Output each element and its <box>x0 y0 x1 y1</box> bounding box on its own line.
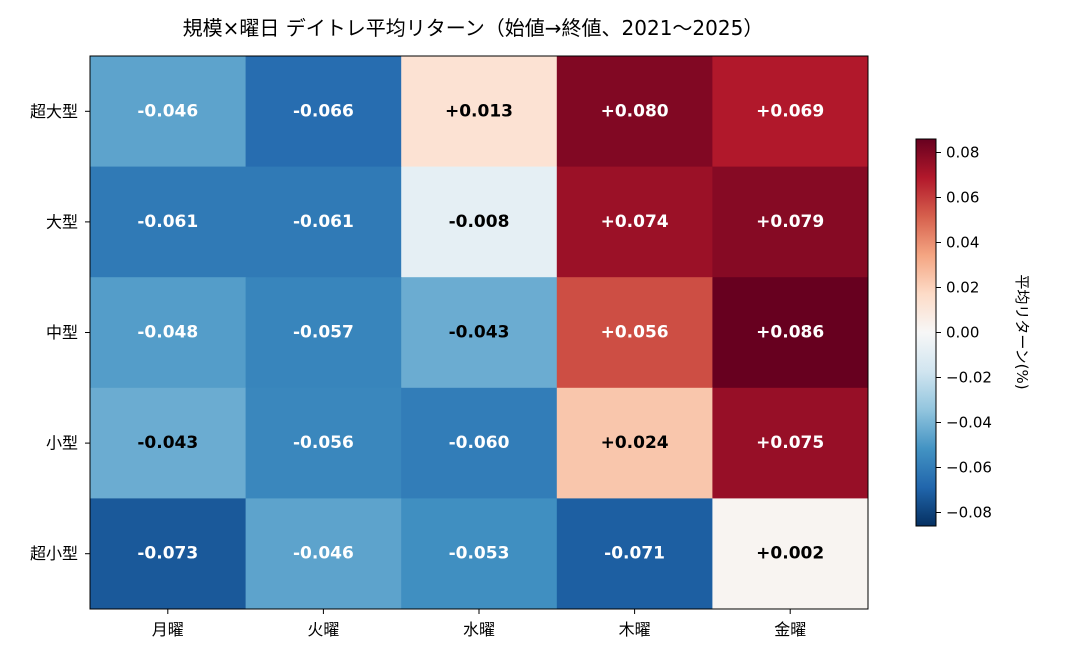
colorbar-tick-label: −0.04 <box>946 414 992 432</box>
y-tick-label: 超小型 <box>30 544 78 563</box>
colorbar-tick-label: −0.06 <box>946 459 992 477</box>
colorbar-tick-label: 0.04 <box>946 234 979 252</box>
cell-value-label: -0.057 <box>293 323 354 343</box>
cell-value-label: -0.043 <box>449 323 510 343</box>
cell-value-label: +0.069 <box>756 101 824 121</box>
cell-value-label: -0.060 <box>449 433 510 453</box>
heatmap-cell <box>245 387 402 499</box>
cell-value-label: +0.013 <box>445 101 513 121</box>
cell-value-label: -0.066 <box>293 101 354 121</box>
cell-value-label: +0.056 <box>601 323 669 343</box>
x-tick-label: 月曜 <box>152 620 184 639</box>
cell-value-label: +0.086 <box>756 323 824 343</box>
heatmap-cell <box>245 166 402 278</box>
colorbar-tick-label: 0.08 <box>946 144 979 162</box>
heatmap-cell <box>712 277 869 389</box>
cell-value-label: -0.046 <box>137 101 198 121</box>
cell-value-label: +0.074 <box>601 212 669 232</box>
cell-value-label: +0.002 <box>756 544 824 564</box>
cell-value-label: +0.075 <box>756 433 824 453</box>
cell-value-label: -0.046 <box>293 544 354 564</box>
cell-value-label: -0.043 <box>137 433 198 453</box>
cell-value-label: -0.053 <box>449 544 510 564</box>
heatmap-cell <box>245 56 402 168</box>
heatmap-cell <box>90 56 247 168</box>
heatmap-cells <box>90 56 869 610</box>
heatmap-cell <box>712 387 869 499</box>
colorbar <box>915 138 937 527</box>
y-tick-label: 超大型 <box>30 102 78 121</box>
cell-value-label: -0.008 <box>449 212 510 232</box>
cell-value-label: -0.061 <box>293 212 354 232</box>
x-tick-label: 火曜 <box>307 620 339 639</box>
heatmap-cell <box>556 56 713 168</box>
heatmap-cell <box>401 387 558 499</box>
colorbar-tick-label: 0.06 <box>946 189 979 207</box>
heatmap-cell <box>712 166 869 278</box>
cell-value-label: -0.048 <box>137 323 198 343</box>
heatmap-cell <box>90 498 247 610</box>
y-tick-label: 小型 <box>46 434 78 453</box>
heatmap-cell <box>245 277 402 389</box>
cell-value-label: -0.073 <box>137 544 198 564</box>
heatmap-cell <box>556 498 713 610</box>
heatmap-cell <box>556 166 713 278</box>
y-tick-label: 大型 <box>46 212 78 231</box>
heatmap-cell <box>90 387 247 499</box>
heatmap-cell <box>556 277 713 389</box>
cell-value-label: +0.079 <box>756 212 824 232</box>
cell-value-label: -0.061 <box>137 212 198 232</box>
heatmap-cell <box>712 498 869 610</box>
cell-value-label: -0.056 <box>293 433 354 453</box>
x-tick-label: 金曜 <box>774 620 806 639</box>
colorbar-label: 平均リターン(%) <box>1013 274 1031 389</box>
cell-value-label: +0.024 <box>601 433 669 453</box>
heatmap-cell <box>90 277 247 389</box>
heatmap-cell <box>245 498 402 610</box>
x-tick-label: 水曜 <box>463 620 495 639</box>
colorbar-ticks: −0.08 −0.06 −0.04 −0.02 0.00 0.02 0.04 0.06 0.08 <box>936 144 992 522</box>
heatmap-cell <box>90 166 247 278</box>
heatmap-cell <box>401 277 558 389</box>
colorbar-tick-label: 0.00 <box>946 324 979 342</box>
colorbar-tick-label: −0.08 <box>946 504 992 522</box>
heatmap-cell <box>401 498 558 610</box>
colorbar-tick-label: −0.02 <box>946 369 992 387</box>
cell-value-label: -0.071 <box>604 544 665 564</box>
colorbar-tick-label: 0.02 <box>946 279 979 297</box>
heatmap-cell <box>556 387 713 499</box>
heatmap-cell <box>401 166 558 278</box>
x-tick-label: 木曜 <box>619 620 651 639</box>
x-axis: 月曜 火曜 水曜 木曜 金曜 <box>152 609 806 639</box>
cell-value-label: +0.080 <box>601 101 669 121</box>
y-tick-label: 中型 <box>46 323 78 342</box>
heatmap-cell <box>401 56 558 168</box>
chart-title: 規模×曜日 デイトレ平均リターン（始値→終値、2021～2025） <box>183 16 764 40</box>
heatmap-cell <box>712 56 869 168</box>
heatmap-cell-labels: -0.046 -0.066 +0.013 +0.080 +0.069 -0.061 -0.0… <box>137 101 824 563</box>
